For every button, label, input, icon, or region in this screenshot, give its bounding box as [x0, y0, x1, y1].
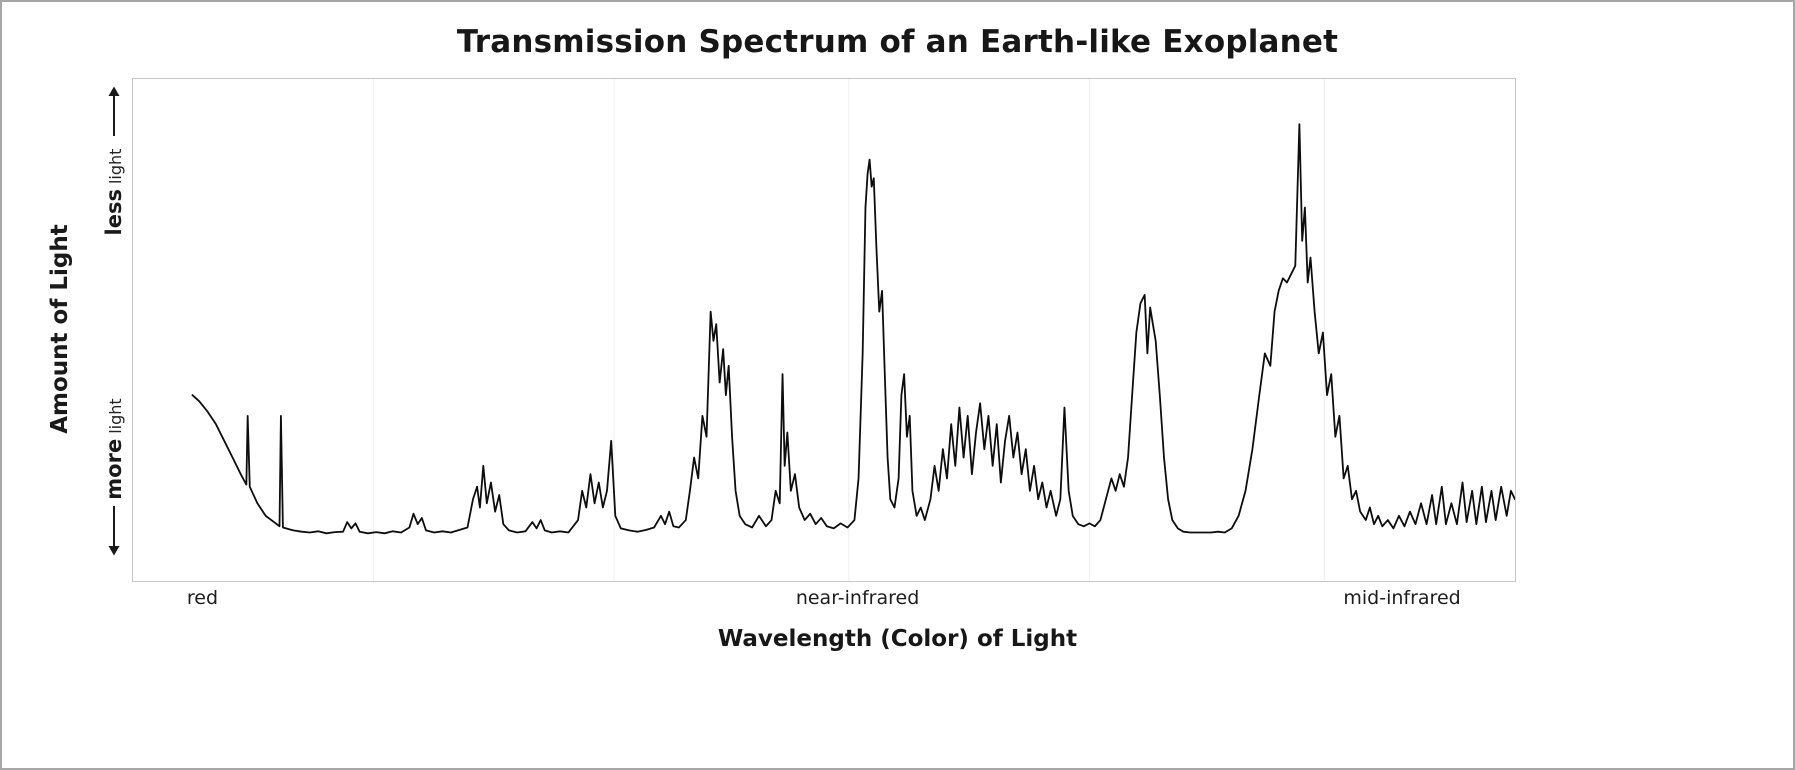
- x-tick-label: mid-infrared: [1343, 587, 1461, 609]
- light-label-top: light: [106, 148, 125, 185]
- less-label: less: [102, 189, 126, 236]
- y-annotation-less-light: less light: [102, 149, 126, 236]
- spectrum-plot-svg: [191, 79, 1515, 581]
- x-tick-label: near-infrared: [795, 587, 920, 609]
- down-arrow-icon: [108, 506, 120, 556]
- spectrum-line: [191, 123, 1515, 535]
- up-arrow-icon: [108, 86, 120, 136]
- chart-title: Transmission Spectrum of an Earth-like E…: [456, 24, 1339, 60]
- x-tick-label: red: [186, 587, 219, 609]
- gridlines: [372, 79, 1325, 581]
- x-axis-label: Wavelength (Color) of Light: [717, 626, 1078, 652]
- more-label: more: [102, 438, 126, 500]
- y-axis-label: Amount of Light: [47, 224, 73, 434]
- plot-area: [132, 78, 1516, 582]
- light-label-bottom: light: [106, 398, 125, 434]
- y-annotation-more-light: more light: [102, 398, 126, 499]
- x-tick-row: red near-infrared mid-infrared: [132, 587, 1514, 613]
